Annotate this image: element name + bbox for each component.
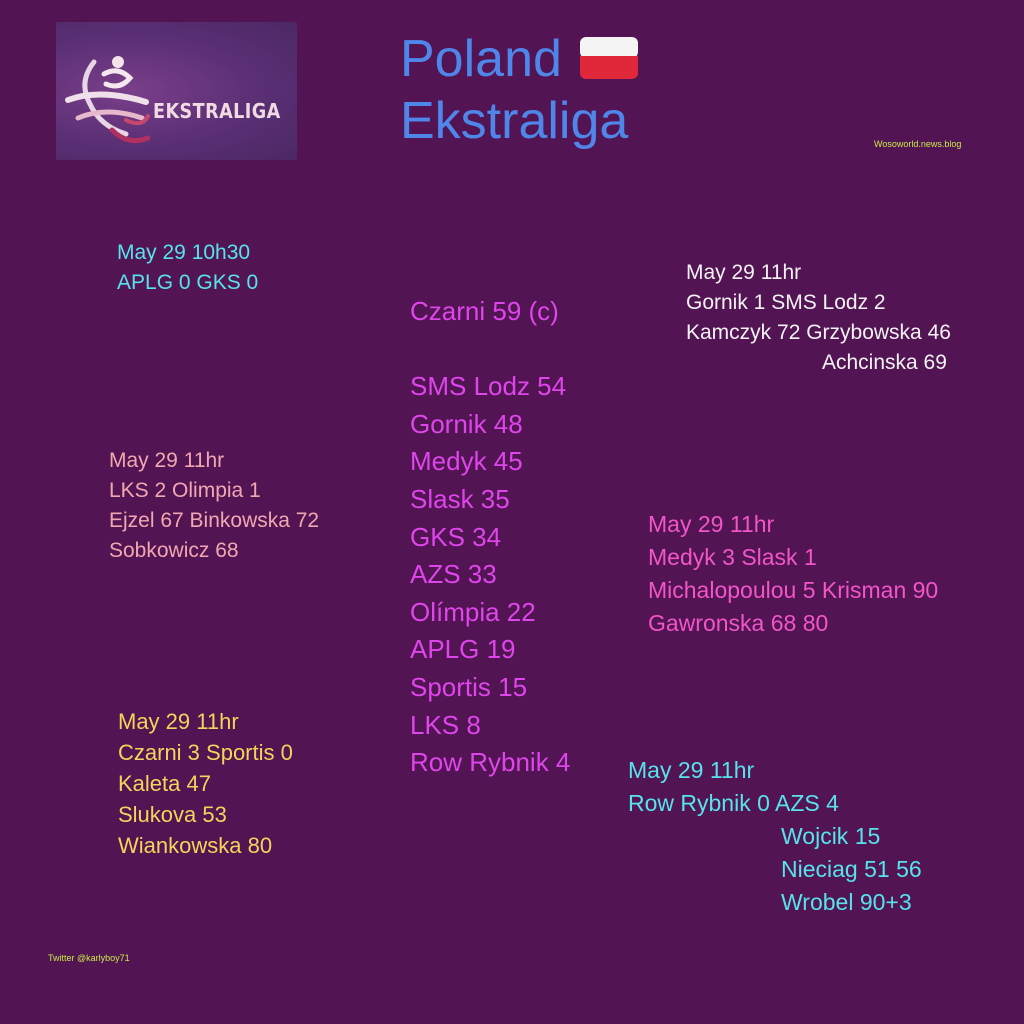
match-scorers: Wiankowska 80 — [118, 833, 273, 858]
standings-row: Slask 35 — [410, 483, 510, 514]
match-score: Gornik 1 SMS Lodz 2 — [686, 291, 886, 314]
match-gornik-sms: May 29 11hr Gornik 1 SMS Lodz 2 Kamczyk … — [686, 258, 951, 378]
match-row-azs: May 29 11hr Row Rybnik 0 AZS 4 Wojcik 15… — [628, 754, 922, 919]
match-scorers: Wojcik 15 — [781, 823, 881, 849]
ekstraliga-logo: EKSTRALIGA — [56, 22, 297, 160]
match-lks-olimpia: May 29 11hr LKS 2 Olimpia 1 Ejzel 67 Bin… — [109, 446, 319, 566]
match-date: May 29 11hr — [109, 449, 225, 472]
match-scorers: Kaleta 47 — [118, 771, 211, 796]
match-score: Row Rybnik 0 AZS 4 — [628, 790, 839, 816]
standings-row: GKS 34 — [410, 521, 502, 552]
match-date: May 29 11hr — [686, 261, 802, 284]
match-score: Medyk 3 Slask 1 — [648, 544, 817, 570]
standings-row: Gornik 48 — [410, 408, 523, 439]
standings-row: Medyk 45 — [410, 446, 523, 477]
match-czarni-sportis: May 29 11hr Czarni 3 Sportis 0 Kaleta 47… — [118, 706, 293, 861]
match-scorers: Sobkowicz 68 — [109, 539, 239, 562]
standings-row: AZS 33 — [410, 559, 497, 590]
match-scorers: Gawronska 68 80 — [648, 610, 829, 636]
logo-text: EKSTRALIGA — [153, 99, 281, 123]
watermark-text: Wosoworld.news.blog — [874, 139, 962, 149]
match-scorers: Ejzel 67 Binkowska 72 — [109, 509, 320, 532]
title-line-2: Ekstraliga — [400, 92, 629, 150]
match-scorers: Wrobel 90+3 — [781, 889, 912, 915]
title-line-1: Poland — [400, 30, 562, 88]
standings-row: Czarni 59 (c) — [410, 296, 559, 326]
standings-row: APLG 19 — [410, 634, 516, 665]
standings-row: Olímpia 22 — [410, 596, 536, 627]
match-date: May 29 11hr — [628, 757, 755, 783]
match-score: LKS 2 Olimpia 1 — [109, 479, 261, 502]
standings-list: Czarni 59 (c) SMS Lodz 54 Gornik 48 Medy… — [410, 293, 570, 782]
match-score: Czarni 3 Sportis 0 — [118, 740, 293, 765]
match-date: May 29 11hr — [118, 709, 239, 734]
match-date: May 29 11hr — [648, 511, 775, 537]
match-medyk-slask: May 29 11hr Medyk 3 Slask 1 Michalopoulo… — [648, 508, 938, 640]
match-aplg-gks: May 29 10h30 APLG 0 GKS 0 — [117, 238, 258, 298]
standings-row: LKS 8 — [410, 709, 481, 740]
standings-row: SMS Lodz 54 — [410, 371, 567, 402]
match-scorers: Kamczyk 72 Grzybowska 46 — [686, 321, 951, 344]
standings-row: Row Rybnik 4 — [410, 747, 571, 778]
ekstraliga-emblem-icon — [65, 56, 151, 144]
page-title: Poland Ekstraliga — [400, 28, 640, 152]
standings-row: Sportis 15 — [410, 671, 528, 702]
twitter-handle: Twitter @karlyboy71 — [48, 953, 130, 963]
match-scorers: Nieciag 51 56 — [781, 856, 922, 882]
match-scorers: Slukova 53 — [118, 802, 227, 827]
match-date: May 29 10h30 — [117, 241, 251, 264]
match-scorers: Michalopoulou 5 Krisman 90 — [648, 577, 939, 603]
match-scorers: Achcinska 69 — [822, 351, 947, 374]
poland-flag-icon — [578, 33, 640, 80]
match-score: APLG 0 GKS 0 — [117, 271, 259, 294]
